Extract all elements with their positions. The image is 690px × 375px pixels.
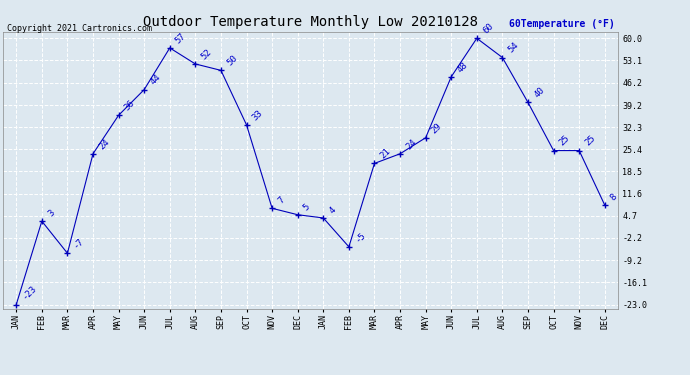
Text: 4: 4 bbox=[328, 205, 337, 215]
Text: 40: 40 bbox=[532, 86, 546, 100]
Text: 50: 50 bbox=[225, 54, 239, 68]
Text: 44: 44 bbox=[148, 73, 162, 87]
Text: 5: 5 bbox=[302, 202, 312, 212]
Text: 24: 24 bbox=[97, 137, 111, 151]
Text: 8: 8 bbox=[609, 192, 619, 202]
Text: 25: 25 bbox=[558, 134, 572, 148]
Text: 60Temperature (°F): 60Temperature (°F) bbox=[509, 19, 615, 29]
Text: 29: 29 bbox=[430, 121, 444, 135]
Text: -5: -5 bbox=[353, 230, 367, 244]
Text: 25: 25 bbox=[583, 134, 598, 148]
Text: 7: 7 bbox=[276, 195, 286, 206]
Text: -23: -23 bbox=[21, 284, 38, 302]
Text: 36: 36 bbox=[123, 99, 137, 112]
Title: Outdoor Temperature Monthly Low 20210128: Outdoor Temperature Monthly Low 20210128 bbox=[143, 15, 478, 29]
Text: 52: 52 bbox=[199, 47, 213, 61]
Text: 33: 33 bbox=[250, 108, 265, 122]
Text: 48: 48 bbox=[455, 60, 469, 74]
Text: 3: 3 bbox=[46, 208, 56, 218]
Text: Copyright 2021 Cartronics.com: Copyright 2021 Cartronics.com bbox=[7, 24, 152, 33]
Text: 21: 21 bbox=[379, 147, 393, 160]
Text: -7: -7 bbox=[72, 237, 86, 250]
Text: 24: 24 bbox=[404, 137, 418, 151]
Text: 57: 57 bbox=[174, 31, 188, 45]
Text: 54: 54 bbox=[506, 41, 520, 55]
Text: 60: 60 bbox=[481, 21, 495, 36]
